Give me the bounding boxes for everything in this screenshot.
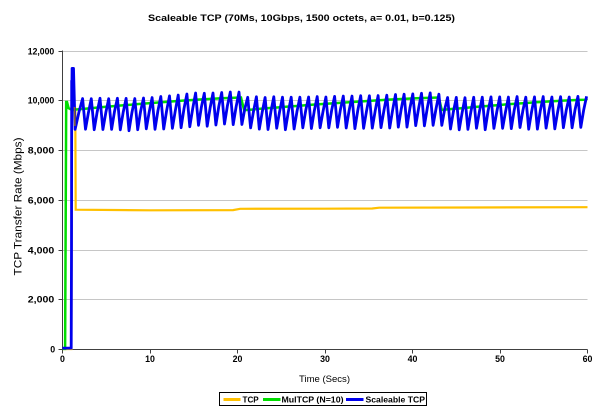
svg-text:2,000: 2,000 bbox=[28, 295, 55, 305]
svg-text:10: 10 bbox=[145, 354, 155, 364]
svg-text:4,000: 4,000 bbox=[28, 246, 55, 256]
svg-text:Time (Secs): Time (Secs) bbox=[299, 374, 350, 384]
svg-text:Scaleable TCP: Scaleable TCP bbox=[366, 395, 426, 404]
svg-text:30: 30 bbox=[320, 354, 330, 364]
svg-text:TCP: TCP bbox=[243, 395, 260, 404]
svg-text:10,000: 10,000 bbox=[28, 96, 55, 106]
svg-text:0: 0 bbox=[50, 345, 55, 355]
svg-text:40: 40 bbox=[408, 354, 418, 364]
svg-text:60: 60 bbox=[583, 354, 593, 364]
svg-text:Scaleable TCP (70Ms, 10Gbps, 1: Scaleable TCP (70Ms, 10Gbps, 1500 octets… bbox=[148, 12, 455, 23]
svg-text:MulTCP (N=10): MulTCP (N=10) bbox=[282, 395, 344, 404]
svg-text:20: 20 bbox=[233, 354, 243, 364]
svg-text:8,000: 8,000 bbox=[28, 146, 55, 156]
svg-text:12,000: 12,000 bbox=[28, 47, 55, 57]
svg-text:50: 50 bbox=[495, 354, 505, 364]
svg-text:0: 0 bbox=[60, 354, 65, 364]
svg-text:6,000: 6,000 bbox=[28, 196, 55, 206]
svg-text:TCP Transfer Rate (Mbps): TCP Transfer Rate (Mbps) bbox=[13, 138, 25, 276]
